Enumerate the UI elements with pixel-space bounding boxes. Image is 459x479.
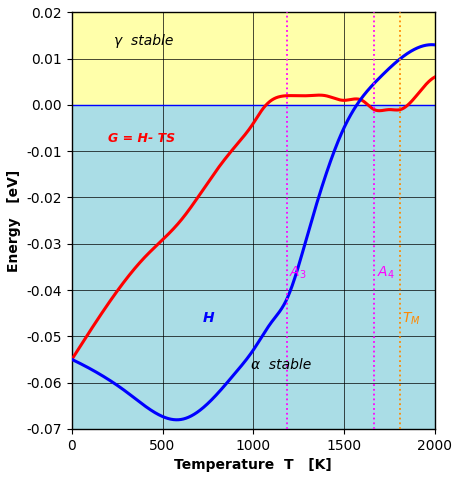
Bar xyxy=(72,12,435,105)
Text: γ  stable: γ stable xyxy=(113,34,173,48)
Bar xyxy=(72,105,435,429)
Y-axis label: Energy   [eV]: Energy [eV] xyxy=(7,170,21,272)
Text: $T_M$: $T_M$ xyxy=(402,310,420,327)
X-axis label: Temperature  T   [K]: Temperature T [K] xyxy=(174,458,332,472)
Text: H: H xyxy=(202,311,214,325)
Text: $A_3$: $A_3$ xyxy=(290,264,307,281)
Text: α  stable: α stable xyxy=(252,358,312,372)
Text: $A_4$: $A_4$ xyxy=(377,264,395,281)
Text: G = H- TS: G = H- TS xyxy=(108,132,175,145)
